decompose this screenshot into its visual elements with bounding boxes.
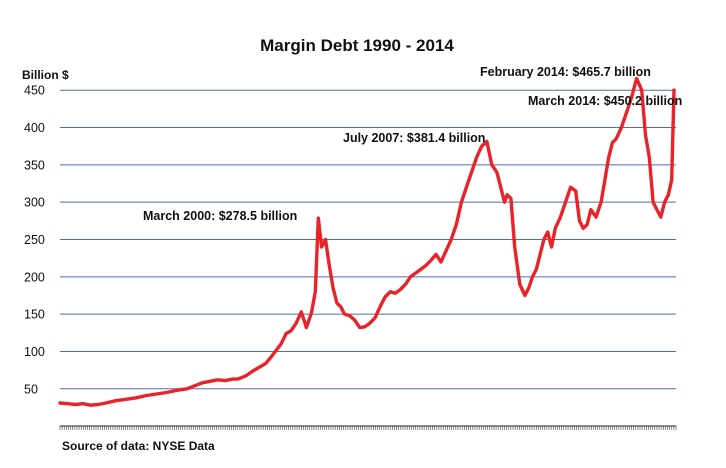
annotation-4: March 2014: $450.2 billion — [528, 94, 682, 108]
y-tick-350: 350 — [24, 158, 45, 172]
y-tick-400: 400 — [24, 121, 45, 135]
y-axis-label: Billion $ — [22, 68, 69, 82]
margin-debt-line — [58, 76, 676, 407]
annotations: March 2000: $278.5 billion July 2007: $38… — [143, 65, 682, 223]
chart-title: Margin Debt 1990 - 2014 — [260, 36, 454, 55]
x-axis-ticks — [59, 426, 677, 430]
annotation-1: March 2000: $278.5 billion — [143, 209, 297, 223]
y-tick-250: 250 — [24, 233, 45, 247]
annotation-2: July 2007: $381.4 billion — [343, 131, 485, 145]
x-axis — [59, 425, 677, 430]
y-tick-300: 300 — [24, 196, 45, 210]
y-tick-150: 150 — [24, 308, 45, 322]
gridlines — [60, 89, 676, 390]
source-note: Source of data: NYSE Data — [62, 439, 215, 453]
y-tick-200: 200 — [24, 270, 45, 284]
y-tick-450: 450 — [24, 84, 45, 98]
y-tick-50: 50 — [24, 382, 38, 396]
y-tick-labels: 50 100 150 200 250 300 350 400 450 — [24, 84, 45, 397]
annotation-3: February 2014: $465.7 billion — [480, 65, 651, 79]
y-tick-100: 100 — [24, 345, 45, 359]
